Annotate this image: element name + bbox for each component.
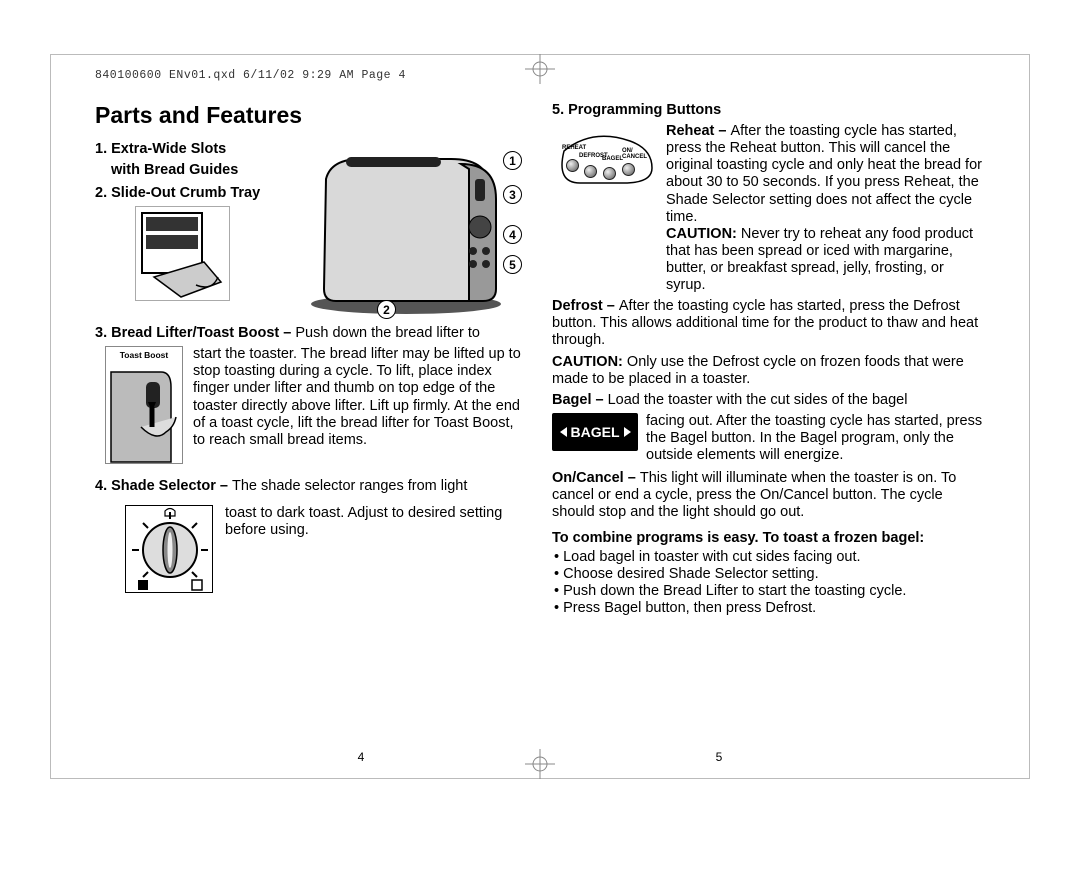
item-4-label: 4. Shade Selector –	[95, 478, 232, 494]
bullet-4: Press Bagel button, then press Defrost.	[554, 600, 985, 617]
item-4-block: toast to dark toast. Adjust to desired s…	[95, 505, 528, 593]
page-number-left: 4	[261, 750, 461, 764]
left-column: Parts and Features 1. Extra-Wide Slots w…	[95, 102, 528, 742]
item-3-label: 3. Bread Lifter/Toast Boost –	[95, 325, 295, 341]
callout-3: 3	[503, 185, 522, 204]
registration-mark-top	[525, 54, 555, 84]
right-column: 5. Programming Buttons REHEAT DEFROST BA…	[552, 102, 985, 742]
bagel-body: facing out. After the toasting cycle has…	[646, 413, 985, 464]
panel-lbl-bagel: BAGEL	[602, 156, 623, 163]
item-3-block: Toast Boost start the toaster. The bread…	[95, 346, 528, 464]
oncancel-label: On/Cancel –	[552, 470, 640, 486]
button-panel-figure: REHEAT DEFROST BAGEL ON/ CANCEL	[552, 123, 658, 205]
programming-heading: 5. Programming Buttons	[552, 102, 985, 119]
callout-1: 1	[503, 151, 522, 170]
reheat-text: Reheat – After the toasting cycle has st…	[666, 123, 985, 294]
bullet-1: Load bagel in toaster with cut sides fac…	[554, 549, 985, 566]
panel-lbl-reheat: REHEAT	[562, 145, 586, 152]
item-4-body: toast to dark toast. Adjust to desired s…	[225, 505, 528, 593]
toast-boost-figure: Toast Boost	[105, 346, 183, 464]
bagel-lead: Load the toaster with the cut sides of t…	[608, 392, 908, 408]
toaster-figure: 1 3 4 5 2	[291, 139, 526, 319]
combine-heading: To combine programs is easy. To toast a …	[552, 530, 985, 547]
callout-5: 5	[503, 255, 522, 274]
page-number-right: 5	[619, 750, 819, 764]
caution-2: CAUTION:	[552, 354, 623, 370]
item-1-sub: with Bread Guides	[95, 162, 285, 179]
bullet-2: Choose desired Shade Selector setting.	[554, 566, 985, 583]
page-title: Parts and Features	[95, 102, 528, 129]
item-3-leadtxt: Push down the bread lifter to	[295, 325, 480, 341]
crumb-tray-figure	[135, 206, 230, 301]
defrost-caution-line: CAUTION: Only use the Defrost cycle on f…	[552, 354, 985, 388]
bullet-3: Push down the Bread Lifter to start the …	[554, 583, 985, 600]
page-frame: 840100600 ENv01.qxd 6/11/02 9:29 AM Page…	[50, 54, 1030, 779]
reheat-label: Reheat –	[666, 123, 730, 139]
oncancel-para: On/Cancel – This light will illuminate w…	[552, 470, 985, 521]
item-2: 2. Slide-Out Crumb Tray	[95, 185, 285, 202]
toast-boost-label: Toast Boost	[106, 350, 182, 360]
bagel-block: BAGEL facing out. After the toasting cyc…	[552, 413, 985, 464]
bagel-icon: BAGEL	[552, 413, 638, 451]
defrost-label: Defrost –	[552, 298, 619, 314]
item-3-body: start the toaster. The bread lifter may …	[193, 346, 528, 464]
two-page-spread: Parts and Features 1. Extra-Wide Slots w…	[95, 102, 985, 742]
registration-mark-bottom	[525, 749, 555, 779]
defrost-para: Defrost – After the toasting cycle has s…	[552, 298, 985, 349]
bagel-leadline: Bagel – Load the toaster with the cut si…	[552, 392, 985, 409]
items-1-2-text: 1. Extra-Wide Slots with Bread Guides 2.…	[95, 139, 285, 319]
item-4-leadtxt: The shade selector ranges from light	[232, 478, 467, 494]
callout-2: 2	[377, 300, 396, 319]
bagel-icon-text: BAGEL	[569, 424, 622, 441]
callout-4: 4	[503, 225, 522, 244]
caution-1: CAUTION:	[666, 226, 737, 242]
item-3-lead: 3. Bread Lifter/Toast Boost – Push down …	[95, 325, 528, 342]
panel-lbl-oncancel: ON/ CANCEL	[622, 148, 647, 160]
shade-dial-figure	[125, 505, 213, 593]
bagel-label: Bagel –	[552, 392, 608, 408]
items-1-2-block: 1. Extra-Wide Slots with Bread Guides 2.…	[95, 139, 528, 319]
item-4-lead: 4. Shade Selector – The shade selector r…	[95, 478, 528, 495]
reheat-block: REHEAT DEFROST BAGEL ON/ CANCEL Reheat –…	[552, 123, 985, 294]
combine-bullets: Load bagel in toaster with cut sides fac…	[552, 549, 985, 617]
item-1-label: 1. Extra-Wide Slots	[95, 141, 285, 158]
